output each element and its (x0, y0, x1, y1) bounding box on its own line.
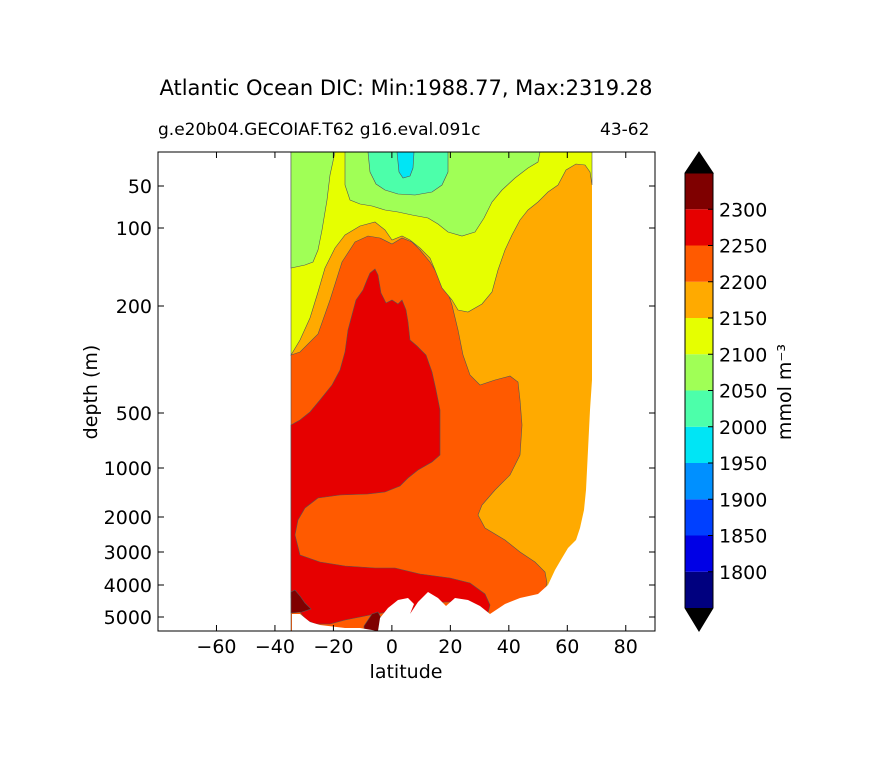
colorbar: 1800 1850 1900 1950 2000 2050 2100 2150 2200 2250… (684, 151, 767, 632)
colorbar-band (685, 209, 713, 246)
y-tick-label: 200 (116, 296, 152, 318)
chart-title: Atlantic Ocean DIC: Min:1988.77, Max:231… (159, 76, 653, 100)
x-tick-label: 0 (386, 636, 398, 658)
colorbar-band (685, 499, 713, 536)
y-tick-label: 3000 (104, 542, 152, 564)
colorbar-band (685, 571, 713, 608)
contour-band-1950-2000 (396, 152, 415, 179)
colorbar-tick-label: 1900 (719, 489, 767, 511)
x-tick-label: −20 (313, 636, 353, 658)
colorbar-tick-label: 1950 (719, 453, 767, 475)
colorbar-tick-label: 1850 (719, 526, 767, 548)
chart-subtitle-left: g.e20b04.GECOIAF.T62 g16.eval.091c (158, 120, 481, 140)
colorbar-extend-max (685, 152, 713, 173)
y-axis-ticks: 50 100 200 500 1000 2000 3000 4000 5000 (104, 176, 655, 629)
y-tick-label: 5000 (104, 607, 152, 629)
colorbar-tick-label: 1800 (719, 562, 767, 584)
colorbar-tick-label: 2150 (719, 308, 767, 330)
colorbar-tick-label: 2250 (719, 236, 767, 258)
colorbar-extend-min-outline (685, 608, 713, 631)
colorbar-band (685, 463, 713, 500)
contour-band-2300-2350 (290, 589, 312, 614)
colorbar-tick-label: 2200 (719, 272, 767, 294)
y-tick-label: 2000 (104, 507, 152, 529)
x-axis-ticks: −60 −40 −20 0 20 40 60 80 (196, 152, 638, 658)
colorbar-band (685, 426, 713, 463)
contour-fill-group (290, 152, 593, 631)
x-tick-label: 40 (497, 636, 521, 658)
chart-subtitle-right: 43-62 (600, 120, 650, 140)
x-axis-label: latitude (370, 661, 443, 683)
colorbar-tick-label: 2100 (719, 344, 767, 366)
y-tick-label: 50 (128, 176, 152, 198)
y-tick-label: 500 (116, 403, 152, 425)
x-tick-label: 60 (555, 636, 579, 658)
plot-axes-frame (157, 151, 656, 632)
colorbar-band (685, 245, 713, 282)
colorbar-band (685, 281, 713, 318)
x-tick-label: −60 (196, 636, 236, 658)
contour-band-2050-2100 (290, 152, 336, 269)
y-tick-label: 4000 (104, 575, 152, 597)
colorbar-band (685, 535, 713, 572)
colorbar-band (685, 173, 713, 210)
y-axis-label: depth (m) (80, 345, 102, 440)
colorbar-label: mmol m⁻³ (774, 344, 796, 440)
y-tick-label: 1000 (104, 458, 152, 480)
colorbar-band (685, 318, 713, 355)
colorbar-band (685, 390, 713, 427)
x-tick-label: 80 (614, 636, 638, 658)
colorbar-tick-label: 2300 (719, 199, 767, 221)
colorbar-tick-label: 2000 (719, 417, 767, 439)
y-tick-label: 100 (116, 218, 152, 240)
x-tick-label: −40 (255, 636, 295, 658)
colorbar-band (685, 354, 713, 391)
x-tick-label: 20 (438, 636, 462, 658)
colorbar-tick-label: 2050 (719, 381, 767, 403)
